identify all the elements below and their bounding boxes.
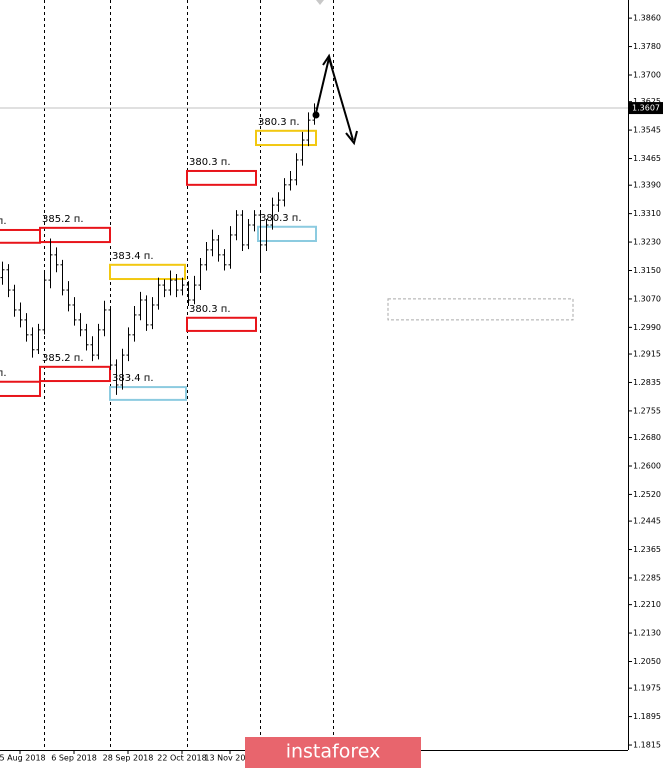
y-tick-label: 1.3465 xyxy=(633,154,661,163)
watermark-text: instaforex xyxy=(286,741,381,763)
level-zone xyxy=(109,386,187,401)
y-tick-label: 1.2130 xyxy=(633,629,661,638)
anchor-dot xyxy=(312,111,320,119)
x-tick-label: 13 Nov 2018 xyxy=(204,754,255,763)
y-tick-label: 1.3700 xyxy=(633,71,661,80)
level-zone xyxy=(257,225,317,242)
y-tick-label: 1.3390 xyxy=(633,181,661,190)
x-tick-label: 22 Oct 2018 xyxy=(157,754,206,763)
current-price-box xyxy=(629,102,663,115)
forecast-arrow xyxy=(312,53,358,146)
y-tick-label: 1.1975 xyxy=(633,684,661,693)
zone-label: 380.3 п. xyxy=(260,213,302,224)
y-tick-label: 1.3070 xyxy=(633,294,661,303)
y-tick-label: 1.2915 xyxy=(633,350,661,359)
y-tick-label: 1.2365 xyxy=(633,545,661,554)
level-zone xyxy=(255,129,317,147)
y-tick-label: 1.2050 xyxy=(633,657,661,666)
y-tick-label: 1.3150 xyxy=(633,266,661,275)
y-tick-label: 1.2520 xyxy=(633,490,661,499)
y-tick-label: 1.3230 xyxy=(633,238,661,247)
x-tick-label: 6 Sep 2018 xyxy=(51,754,97,763)
arrow-head xyxy=(345,130,358,146)
level-zone xyxy=(186,316,257,332)
plot-layer: 385.2 п. 385.2 п. 383.4 п. 380.3 п. 380.3 п.… xyxy=(0,103,628,401)
y-tick-label: 1.2210 xyxy=(633,600,661,609)
zone-label: 385.2 п. xyxy=(0,216,7,227)
shift-marker xyxy=(316,0,324,5)
axis-layer: 1.3860 1.3780 1.3700 1.3625 1.3545 1.3465 1.33… xyxy=(0,14,663,763)
x-tick-label: 15 Aug 2018 xyxy=(0,754,46,763)
level-zone xyxy=(387,298,574,321)
zone-label: 385.2 п. xyxy=(42,214,84,225)
y-tick-label: 1.2445 xyxy=(633,517,661,526)
y-tick-label: 1.3545 xyxy=(633,126,661,135)
zone-label: 380.3 п. xyxy=(189,157,231,168)
y-tick-label: 1.2755 xyxy=(633,406,661,415)
zone-label: 383.4 п. xyxy=(112,373,154,384)
y-tick-label: 1.3780 xyxy=(633,42,661,51)
y-tick-label: 1.2600 xyxy=(633,461,661,470)
y-tick-label: 1.3625 xyxy=(633,97,661,106)
zone-label: 385.2 п. xyxy=(42,353,84,364)
current-price-label: 1.3607 xyxy=(632,104,660,113)
level-zone xyxy=(39,365,111,383)
zone-label: 380.3 п. xyxy=(189,304,231,315)
y-tick-label: 1.2835 xyxy=(633,378,661,387)
y-tick-label: 1.2285 xyxy=(633,573,661,582)
watermark-banner xyxy=(245,737,421,768)
level-zone xyxy=(0,380,41,397)
zone-label: 385.2 п. xyxy=(0,368,7,379)
y-tick-label: 1.1815 xyxy=(633,741,661,750)
y-tick-label: 1.1895 xyxy=(633,712,661,721)
y-tick-label: 1.3310 xyxy=(633,209,661,218)
x-tick-label: 28 Sep 2018 xyxy=(103,754,154,763)
arrow-head xyxy=(322,53,333,68)
zone-label: 383.4 п. xyxy=(112,251,154,262)
y-tick-label: 1.2990 xyxy=(633,323,661,332)
level-zone xyxy=(39,226,111,244)
y-tick-label: 1.2680 xyxy=(633,433,661,442)
zone-label: 380.3 п. xyxy=(258,117,300,128)
level-zone xyxy=(109,263,186,281)
level-zone xyxy=(186,169,257,186)
y-tick-label: 1.3860 xyxy=(633,14,661,23)
